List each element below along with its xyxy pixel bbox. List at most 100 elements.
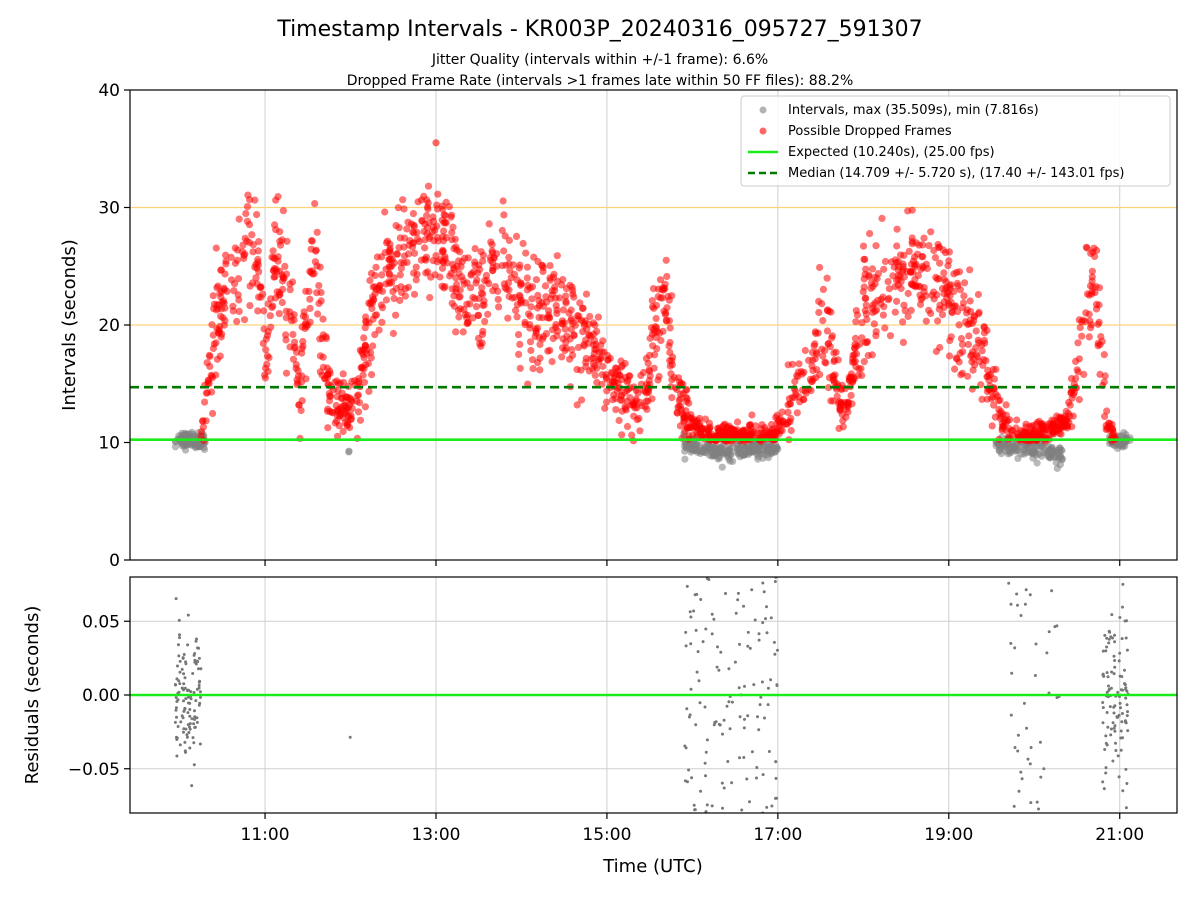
- dropped-frame-point-2044: [1040, 428, 1048, 436]
- residual-point-64: [177, 690, 181, 694]
- dropped-frame-point-689: [448, 285, 456, 293]
- dropped-frame-point-2055: [867, 284, 875, 292]
- residual-point-190: [748, 800, 751, 804]
- residual-point-188: [750, 588, 754, 592]
- dropped-frame-point-407: [562, 292, 570, 300]
- residual-point-219: [721, 732, 724, 736]
- dropped-frame-point-1963: [905, 247, 913, 255]
- residual-point-209: [710, 804, 714, 808]
- residual-point-144: [715, 665, 719, 669]
- residual-point-50: [193, 709, 196, 713]
- residual-point-251: [774, 760, 778, 764]
- dropped-frame-point-1882: [1085, 310, 1093, 318]
- dropped-frame-point-1851: [966, 266, 974, 274]
- dropped-frame-point-1861: [916, 300, 925, 309]
- residual-point-380: [1104, 771, 1108, 775]
- dropped-frame-point-281: [299, 312, 307, 320]
- dropped-frame-point-693: [371, 331, 379, 339]
- dropped-frame-point-990: [539, 264, 547, 272]
- dropped-frame-point-294: [254, 307, 262, 315]
- chart-subtitle-dropped: Dropped Frame Rate (intervals >1 frames …: [347, 73, 854, 89]
- dropped-frame-point-958: [529, 365, 537, 373]
- dropped-frame-point-1801: [1013, 416, 1021, 424]
- dropped-frame-point-1446: [727, 425, 735, 433]
- dropped-frame-point-747: [530, 253, 538, 261]
- interval-point-72: [200, 445, 209, 454]
- dropped-frame-point-1893: [990, 375, 999, 383]
- dropped-frame-point-759: [589, 365, 597, 373]
- dropped-frame-point-956: [569, 286, 577, 295]
- residual-point-208: [759, 695, 763, 699]
- dropped-frame-point-1496: [718, 430, 726, 438]
- dropped-frame-point-870: [447, 269, 455, 277]
- interval-point-284: [722, 449, 730, 457]
- dropped-frame-point-938: [489, 267, 497, 275]
- dropped-frame-point-1022: [583, 325, 591, 333]
- residual-point-82: [177, 654, 181, 658]
- dropped-frame-point-1060: [461, 310, 469, 319]
- dropped-frame-point-735: [413, 229, 421, 237]
- residual-point-354: [1120, 637, 1124, 641]
- dropped-frame-point-243: [231, 280, 239, 288]
- dropped-frame-point-38: [262, 346, 270, 354]
- dropped-frame-point-1936: [881, 324, 889, 332]
- residual-point-222: [712, 617, 716, 621]
- dropped-frame-point-1370: [777, 419, 786, 427]
- residual-point-399: [1121, 789, 1125, 793]
- dropped-frame-point-187: [235, 296, 243, 304]
- residual-point-301: [1120, 720, 1124, 724]
- dropped-frame-point-1460: [829, 372, 837, 380]
- residuals-y-axis-label: Residuals (seconds): [22, 606, 43, 785]
- dropped-frame-point-1049: [659, 286, 668, 294]
- dropped-frame-point-1050: [360, 354, 368, 362]
- dropped-frame-point-1045: [625, 372, 633, 380]
- residual-point-342: [1113, 665, 1117, 669]
- dropped-frame-point-791: [430, 237, 438, 245]
- dropped-frame-point-1502: [825, 307, 833, 315]
- dropped-frame-point-591: [513, 313, 521, 321]
- dropped-frame-point-1844: [1075, 396, 1083, 404]
- dropped-frame-point-1474: [850, 351, 858, 359]
- dropped-frame-point-1021: [542, 298, 551, 306]
- dropped-frame-point-166: [235, 215, 243, 223]
- dropped-frame-point-597: [662, 316, 670, 324]
- dropped-frame-point-1208: [809, 366, 817, 374]
- residual-point-100: [180, 667, 184, 671]
- residual-point-244: [692, 609, 696, 613]
- dropped-frame-point-2030: [943, 289, 951, 297]
- residual-point-353: [1125, 782, 1129, 785]
- residual-point-43: [176, 725, 180, 728]
- residual-point-103: [182, 727, 186, 731]
- dropped-frame-point-838: [477, 248, 485, 256]
- dropped-frame-point-497: [440, 227, 448, 235]
- residual-point-252: [1026, 757, 1030, 761]
- dropped-frame-point-2068: [878, 214, 886, 222]
- dropped-frame-point-114: [282, 336, 290, 344]
- dropped-frame-point-1015: [479, 257, 487, 265]
- dropped-frame-point-2024: [868, 351, 876, 359]
- residual-point-167: [758, 703, 762, 707]
- residual-point-395: [1113, 640, 1117, 644]
- dropped-frame-point-1465: [762, 432, 771, 440]
- residuals-x-tick-label-0: 11:00: [241, 825, 290, 845]
- residual-point-288: [1034, 642, 1038, 646]
- dropped-frame-point-1307: [676, 422, 685, 430]
- residual-point-213: [690, 776, 694, 780]
- dropped-frame-point-2021: [899, 260, 907, 268]
- dropped-frame-point-1489: [844, 408, 852, 416]
- dropped-frame-point-269: [331, 419, 339, 427]
- interval-point-295: [687, 448, 695, 456]
- dropped-frame-point-868: [366, 276, 374, 285]
- dropped-frame-point-1671: [886, 332, 895, 340]
- intervals-reference-lines: [130, 385, 1177, 441]
- dropped-frame-point-429: [528, 295, 536, 303]
- dropped-frame-point-1035: [421, 255, 429, 263]
- dropped-frame-point-228: [299, 342, 307, 350]
- dropped-frame-point-1029: [632, 386, 640, 394]
- dropped-frame-point-519: [399, 196, 407, 204]
- dropped-frame-point-221: [233, 317, 241, 326]
- dropped-frame-point-869: [396, 296, 404, 304]
- dropped-frame-point-1541: [893, 242, 901, 250]
- dropped-frame-point-524: [421, 244, 429, 252]
- dropped-frame-point-142: [263, 352, 272, 360]
